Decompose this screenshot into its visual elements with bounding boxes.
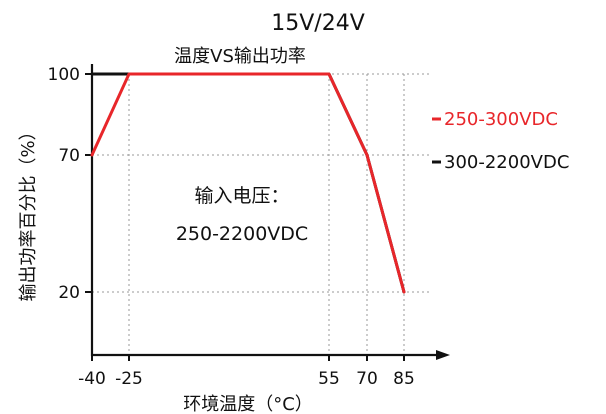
legend-label: 250-300VDC (444, 109, 558, 130)
x-tick-label: 85 (393, 369, 415, 389)
series-lines (90, 72, 406, 294)
y-axis-label: 输出功率百分比（%） (18, 122, 39, 301)
x-tick-label: -40 (78, 369, 106, 389)
input-voltage-label: 输入电压： (194, 185, 289, 207)
input-voltage-value: 250-2200VDC (176, 223, 308, 245)
y-tick-label: 70 (58, 146, 80, 166)
y-tick-label: 100 (48, 65, 80, 85)
legend-label: 300-2200VDC (444, 152, 569, 173)
grid (92, 73, 430, 355)
chart-subtitle: 温度VS输出功率 (174, 46, 306, 67)
legend: 250-300VDC 300-2200VDC (432, 109, 569, 173)
x-axis-arrow (436, 350, 450, 360)
x-tick-label: -25 (115, 369, 143, 389)
chart-title: 15V/24V (271, 11, 365, 36)
tick-labels: -40 -25 55 70 85 20 70 100 (48, 65, 415, 389)
series-line-250-300vdc (90, 72, 406, 294)
x-tick-label: 55 (318, 369, 340, 389)
x-axis-label: 环境温度（°C） (183, 394, 313, 414)
series-line-300-2200vdc (90, 72, 406, 294)
axes (85, 64, 450, 361)
x-tick-label: 70 (356, 369, 378, 389)
axis-lines (90, 64, 444, 357)
y-tick-label: 20 (58, 283, 80, 303)
